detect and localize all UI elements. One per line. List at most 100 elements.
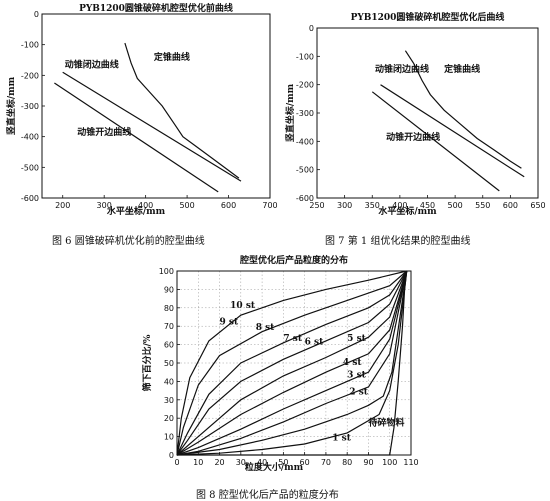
- y-tick-label: -500: [296, 166, 314, 175]
- x-axis-label: 水平坐标/mm: [107, 205, 166, 217]
- series-annotation: 待碎物料: [368, 417, 404, 429]
- series-annotation: 定锥曲线: [443, 63, 480, 75]
- caption-fig7: 图 7 第 1 组优化结果的腔型曲线: [325, 236, 471, 247]
- x-tick-label: 700: [262, 201, 277, 210]
- y-tick-label: 60: [164, 341, 174, 350]
- series-annotation: 动锥闭边曲线: [375, 63, 429, 75]
- x-axis-label: 水平坐标/mm: [378, 205, 437, 217]
- y-tick-label: -100: [21, 41, 39, 50]
- series-annotation: 10 st: [230, 301, 256, 311]
- series-line: [176, 270, 408, 456]
- caption-fig6: 图 6 圆锥破碎机优化前的腔型曲线: [52, 236, 205, 247]
- chart-title: PYB1200圆锥破碎机腔型优化前曲线: [79, 2, 233, 14]
- series-line: [176, 270, 408, 456]
- x-tick-label: 90: [363, 458, 373, 467]
- series-annotation: 9 st: [220, 317, 239, 327]
- y-tick-label: 100: [159, 267, 174, 276]
- y-axis-label: 竖直坐标/mm: [284, 83, 296, 142]
- y-tick-label: -200: [296, 81, 314, 90]
- series-line: [176, 270, 407, 456]
- y-tick-label: -400: [296, 137, 314, 146]
- series-annotation: 4 st: [343, 358, 362, 368]
- x-tick-label: 300: [337, 201, 352, 210]
- series-annotation: 定锥曲线: [153, 51, 190, 63]
- series-line: [62, 71, 242, 182]
- x-axis-label: 粒度大小/mm: [245, 461, 304, 473]
- plot-frame: [41, 13, 271, 199]
- series-annotation: 动锥开边曲线: [77, 126, 131, 138]
- series-annotation: 7 st: [283, 334, 302, 344]
- series-annotation: 8 st: [256, 323, 275, 333]
- y-axis-label: 竖直坐标/mm: [5, 76, 17, 135]
- series-annotation: 1 st: [332, 433, 351, 443]
- series-line: [176, 270, 408, 456]
- x-tick-label: 10: [193, 458, 203, 467]
- x-tick-label: 350: [365, 201, 380, 210]
- y-tick-label: 50: [164, 359, 174, 368]
- x-tick-label: 50: [278, 458, 288, 467]
- chart-title: PYB1200圆锥破碎机腔型优化后曲线: [351, 11, 505, 23]
- y-tick-label: -500: [21, 163, 39, 172]
- series-line: [380, 84, 525, 178]
- x-tick-label: 400: [392, 201, 407, 210]
- x-tick-label: 40: [257, 458, 267, 467]
- x-tick-label: 500: [447, 201, 462, 210]
- y-tick-label: -200: [21, 71, 39, 80]
- x-tick-label: 500: [179, 201, 194, 210]
- y-tick-label: -300: [21, 102, 39, 111]
- x-tick-label: 450: [420, 201, 435, 210]
- y-axis-label: 筛下百分比/%: [141, 334, 153, 391]
- series-annotation: 动锥闭边曲线: [65, 59, 119, 71]
- y-tick-label: -300: [296, 109, 314, 118]
- y-tick-label: 20: [164, 414, 174, 423]
- series-line: [404, 50, 522, 169]
- series-line: [176, 270, 408, 456]
- x-tick-label: 110: [403, 458, 418, 467]
- x-tick-label: 600: [503, 201, 518, 210]
- series-annotation: 3 st: [347, 371, 366, 381]
- series-annotation: 5 st: [347, 334, 366, 344]
- chart-fig6: 200 300 400 500 600 700 0 -100 -200 -300 -400 -500 -…: [5, 2, 278, 217]
- series-line: [176, 270, 408, 456]
- x-tick-label: 550: [475, 201, 490, 210]
- x-tick-label: 30: [236, 458, 246, 467]
- y-tick-label: 30: [164, 396, 174, 405]
- chart-title: 腔型优化后产品粒度的分布: [239, 254, 348, 266]
- x-tick-label: 80: [342, 458, 352, 467]
- series-line: [54, 82, 219, 193]
- y-tick-label: -600: [21, 194, 39, 203]
- y-tick-label: 80: [164, 304, 174, 313]
- y-tick-label: 10: [164, 433, 174, 442]
- series-annotation: 2 st: [349, 387, 368, 397]
- x-tick-label: 650: [530, 201, 545, 210]
- x-tick-label: 400: [138, 201, 153, 210]
- y-tick-label: 40: [164, 377, 174, 386]
- y-tick-label: 90: [164, 285, 174, 294]
- y-tick-label: -100: [296, 52, 314, 61]
- series-line: [176, 270, 408, 456]
- series-line: [176, 270, 408, 456]
- series-line: [176, 270, 408, 456]
- y-tick-label: 70: [164, 322, 174, 331]
- y-tick-label: -400: [21, 133, 39, 142]
- y-tick-label: 0: [309, 24, 314, 33]
- x-tick-label: 300: [97, 201, 112, 210]
- caption-fig8: 图 8 腔型优化后产品的粒度分布: [196, 490, 339, 501]
- y-tick-label: -600: [296, 194, 314, 203]
- plot-frame: [316, 27, 539, 199]
- x-tick-label: 250: [309, 201, 324, 210]
- x-tick-label: 0: [174, 458, 179, 467]
- x-tick-label: 600: [221, 201, 236, 210]
- chart-fig7: 250 300 350 400 450 500 550 600 650 0 -100 -200 -300…: [284, 11, 546, 217]
- y-tick-label: 0: [169, 451, 174, 460]
- x-tick-label: 70: [321, 458, 331, 467]
- series-annotation: 动锥开边曲线: [386, 131, 440, 143]
- y-tick-label: 0: [34, 10, 39, 19]
- x-tick-label: 200: [55, 201, 70, 210]
- x-tick-label: 100: [382, 458, 397, 467]
- x-tick-label: 20: [214, 458, 224, 467]
- series-line: [176, 270, 408, 456]
- series-line: [371, 91, 500, 192]
- chart-fig8: 0 10 20 30 40 50 60 70 80 90 100 110 0 10 20 30 40 50 60 70…: [141, 254, 419, 473]
